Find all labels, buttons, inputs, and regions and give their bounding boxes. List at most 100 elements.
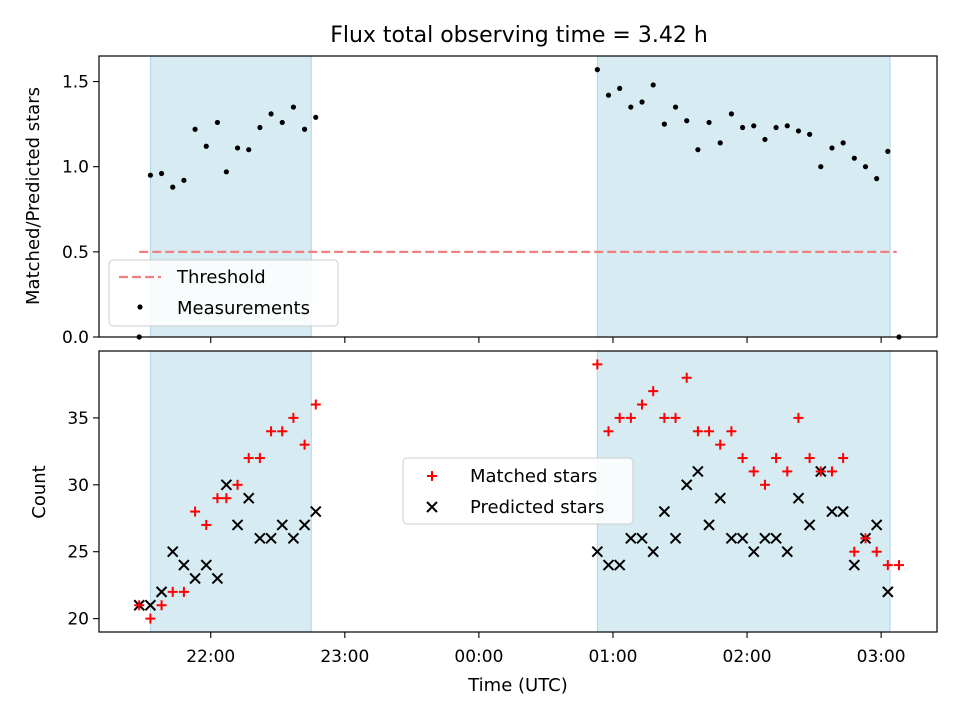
matched-star-point	[614, 412, 625, 423]
cross-b	[426, 501, 438, 513]
measurement-point	[661, 121, 667, 127]
cross-b	[870, 519, 883, 531]
matched-star-point	[221, 493, 232, 504]
cross-b	[231, 519, 244, 531]
matched-star-point	[759, 479, 770, 490]
measurement-point	[773, 124, 779, 131]
predicted-star-point	[625, 532, 637, 545]
x-tick-label: 02:00	[723, 647, 772, 667]
measurement-point	[784, 123, 790, 129]
cross-b	[770, 532, 782, 545]
matched-star-point	[849, 546, 860, 557]
matched-star-point	[178, 586, 189, 597]
cross-b	[591, 546, 604, 558]
count-points	[133, 359, 905, 624]
predicted-star-point	[310, 505, 322, 518]
matched-star-point	[704, 426, 715, 437]
measurement-point	[192, 126, 198, 132]
matched-star-point	[637, 399, 648, 410]
ratio-y-axis-label: Matched/Predicted stars	[23, 87, 44, 305]
cross-b	[276, 519, 288, 531]
predicted-star-point	[231, 519, 244, 531]
predicted-star-point	[200, 559, 212, 571]
y-tick-label: 25	[67, 543, 89, 563]
cross-b	[265, 532, 277, 545]
predicted-star-point	[725, 532, 738, 545]
cross-b	[848, 559, 861, 571]
cross-b	[636, 532, 648, 545]
cross-b	[759, 532, 771, 545]
measurement-point	[650, 82, 656, 88]
predicted-star-point	[837, 505, 849, 518]
matched-star-point	[748, 466, 759, 477]
matched-star-point	[659, 412, 670, 423]
x-tick-label: 23:00	[320, 647, 369, 667]
observing-windows	[149, 55, 891, 338]
y-tick-label: 1.5	[62, 73, 89, 93]
matched-star-point	[815, 466, 826, 477]
predicted-star-point	[803, 519, 816, 531]
matched-star-point	[134, 600, 145, 611]
predicted-star-point	[882, 586, 894, 598]
y-tick-label: 20	[67, 610, 89, 630]
measurement-point	[257, 124, 263, 131]
predicted-star-point	[681, 479, 693, 491]
matched-star-point	[826, 466, 837, 477]
legend-threshold-label: Threshold	[176, 267, 266, 288]
y-tick-label: 1.0	[62, 158, 89, 178]
observing-windows	[149, 350, 891, 633]
measurement-point	[268, 111, 274, 117]
predicted-star-point	[155, 586, 168, 598]
ratio-panel-frame	[98, 55, 938, 338]
cross-b	[254, 532, 266, 545]
matched-star-point	[266, 426, 277, 437]
cross-b	[714, 492, 726, 504]
predicted-star-point	[144, 599, 157, 611]
cross-b	[781, 546, 793, 558]
observing-window-2	[596, 55, 891, 338]
cross-b	[725, 532, 738, 545]
measurement-point	[639, 99, 645, 105]
measurement-point	[885, 148, 891, 154]
y-tick-label: 0.0	[62, 328, 89, 348]
x-tick-label: 01:00	[588, 647, 637, 667]
cross-b	[178, 559, 190, 571]
y-tick-label: 35	[67, 409, 89, 429]
cross-b	[211, 572, 224, 585]
matched-star-point	[871, 546, 882, 557]
matched-star-point	[860, 533, 871, 544]
measurement-point	[684, 118, 690, 124]
cross-b	[167, 546, 179, 558]
measurement-point	[862, 164, 869, 170]
measurement-point	[605, 92, 612, 98]
cross-b	[826, 505, 838, 518]
measurement-point	[762, 136, 768, 143]
predicted-star-point	[243, 492, 255, 504]
measurement-point	[214, 119, 221, 126]
measurement-point	[170, 184, 176, 190]
predicted-star-point	[714, 492, 726, 504]
cross-b	[647, 546, 659, 558]
legend-predicted-label: Predicted stars	[470, 497, 604, 518]
observing-window-2	[596, 350, 891, 633]
matched-star-point	[782, 466, 793, 477]
predicted-star-point	[189, 572, 201, 585]
predicted-star-point	[658, 505, 671, 518]
matched-star-point	[882, 560, 893, 571]
matched-star-point	[299, 439, 310, 450]
count-legend: Matched stars Predicted stars	[402, 457, 634, 525]
cross-b	[144, 599, 157, 611]
matched-star-point	[625, 412, 636, 423]
predicted-star-point	[792, 492, 805, 504]
count-x-ticks: 22:00 23:00 00:00 01:00 02:00 03:00	[186, 632, 906, 667]
x-tick-label: 03:00	[857, 647, 906, 667]
matched-star-point	[190, 506, 201, 517]
measurement-point	[751, 123, 757, 129]
matched-star-point	[648, 386, 659, 397]
measurement-point	[874, 176, 880, 182]
cross-b	[748, 546, 760, 558]
measurement-point	[840, 140, 846, 146]
y-tick-label: 0.5	[62, 243, 89, 263]
matched-star-point	[201, 519, 212, 530]
